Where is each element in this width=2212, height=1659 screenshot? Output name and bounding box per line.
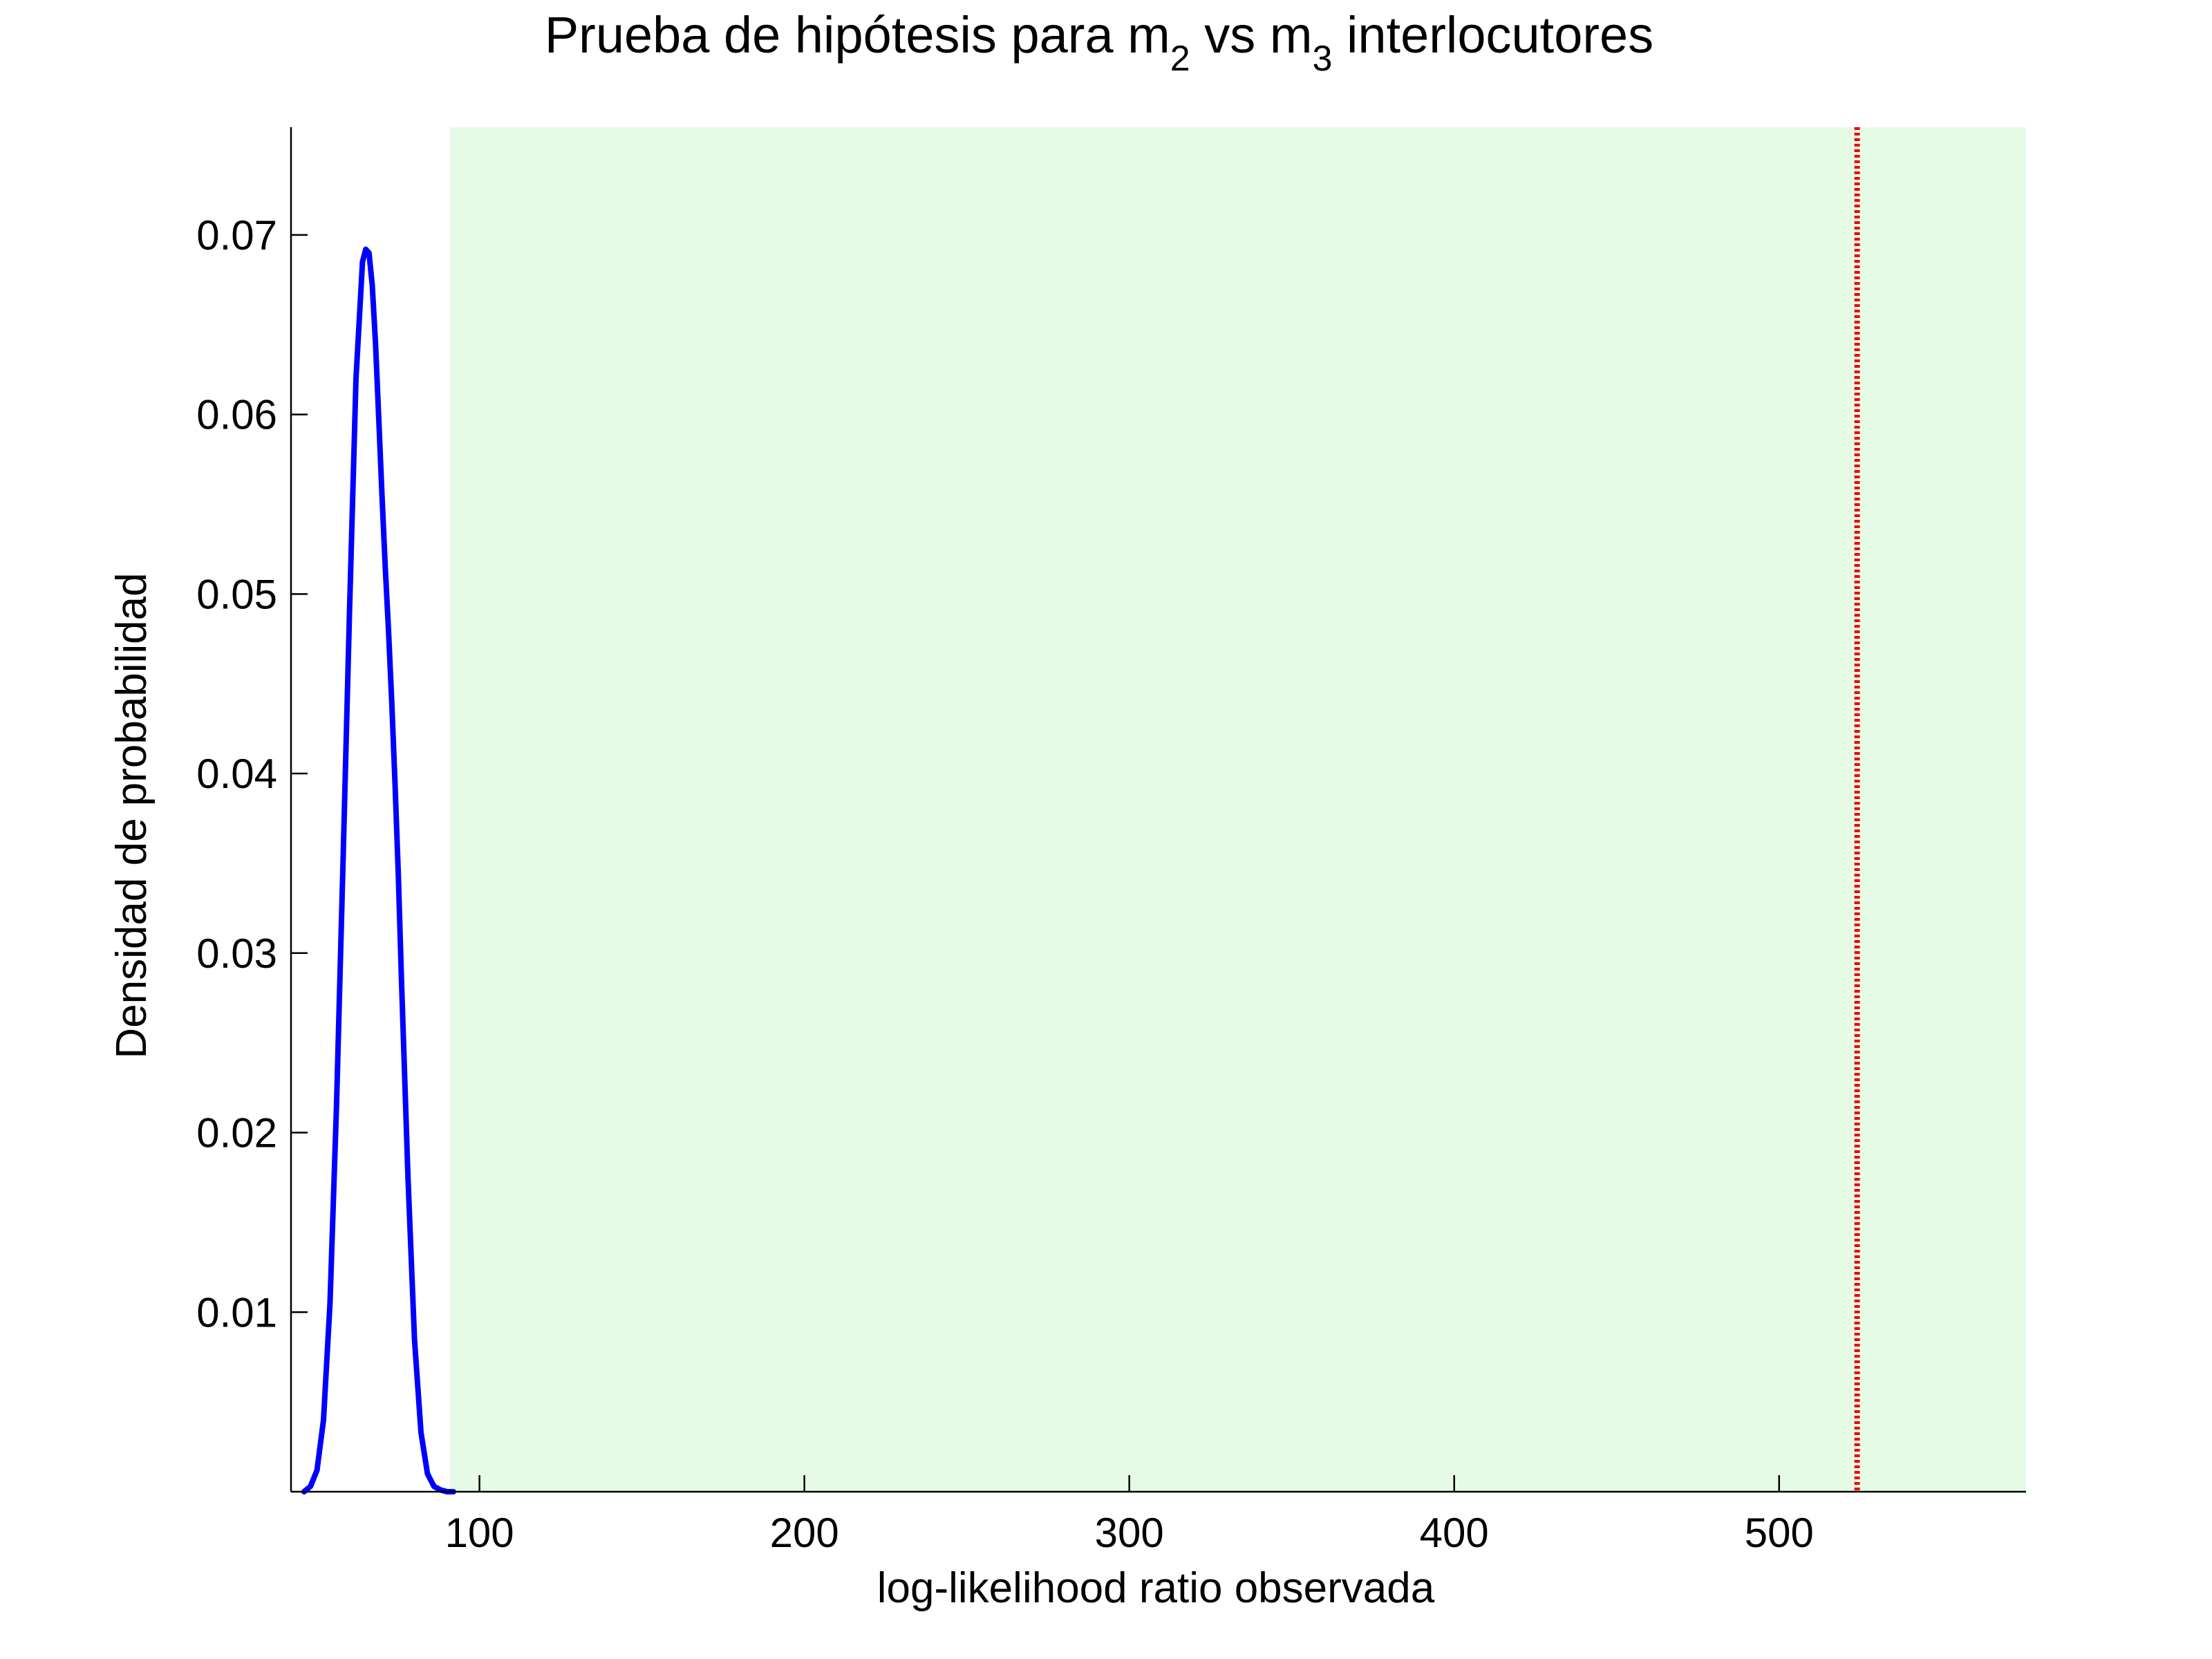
x-tick-label-200: 200 <box>770 1510 839 1556</box>
x-tick-label-100: 100 <box>445 1510 514 1556</box>
y-tick-label-0.03: 0.03 <box>196 930 277 977</box>
chart-title-middle: vs m <box>1190 6 1313 64</box>
chart-title: Prueba de hipótesis para m2 vs m3 interl… <box>545 6 1653 79</box>
x-tick-label-400: 400 <box>1420 1510 1489 1556</box>
y-axis-label: Densidad de probabilidad <box>108 572 156 1058</box>
plot-area: 100 200 300 400 500 0.01 0.02 0.03 0.04 0.05 0.06 0… <box>196 127 2026 1556</box>
x-tick-label-300: 300 <box>1095 1510 1164 1556</box>
y-tick-label-0.01: 0.01 <box>196 1289 277 1335</box>
density-curve <box>301 246 457 1494</box>
rejection-region <box>450 127 2026 1492</box>
y-tick-label-0.06: 0.06 <box>196 392 277 438</box>
chart-title-subscript-2: 3 <box>1312 39 1332 79</box>
y-tick-label-0.02: 0.02 <box>196 1110 277 1156</box>
chart-title-prefix: Prueba de hipótesis para m <box>545 6 1170 64</box>
x-tick-label-500: 500 <box>1745 1510 1814 1556</box>
y-tick-label-0.05: 0.05 <box>196 571 277 617</box>
chart-title-suffix: interlocutores <box>1332 6 1653 64</box>
chart-title-subscript-1: 2 <box>1170 39 1190 79</box>
y-tick-label-0.04: 0.04 <box>196 751 277 797</box>
y-tick-label-0.07: 0.07 <box>196 212 277 259</box>
x-axis-label: log-likelihood ratio observada <box>877 1564 1435 1612</box>
